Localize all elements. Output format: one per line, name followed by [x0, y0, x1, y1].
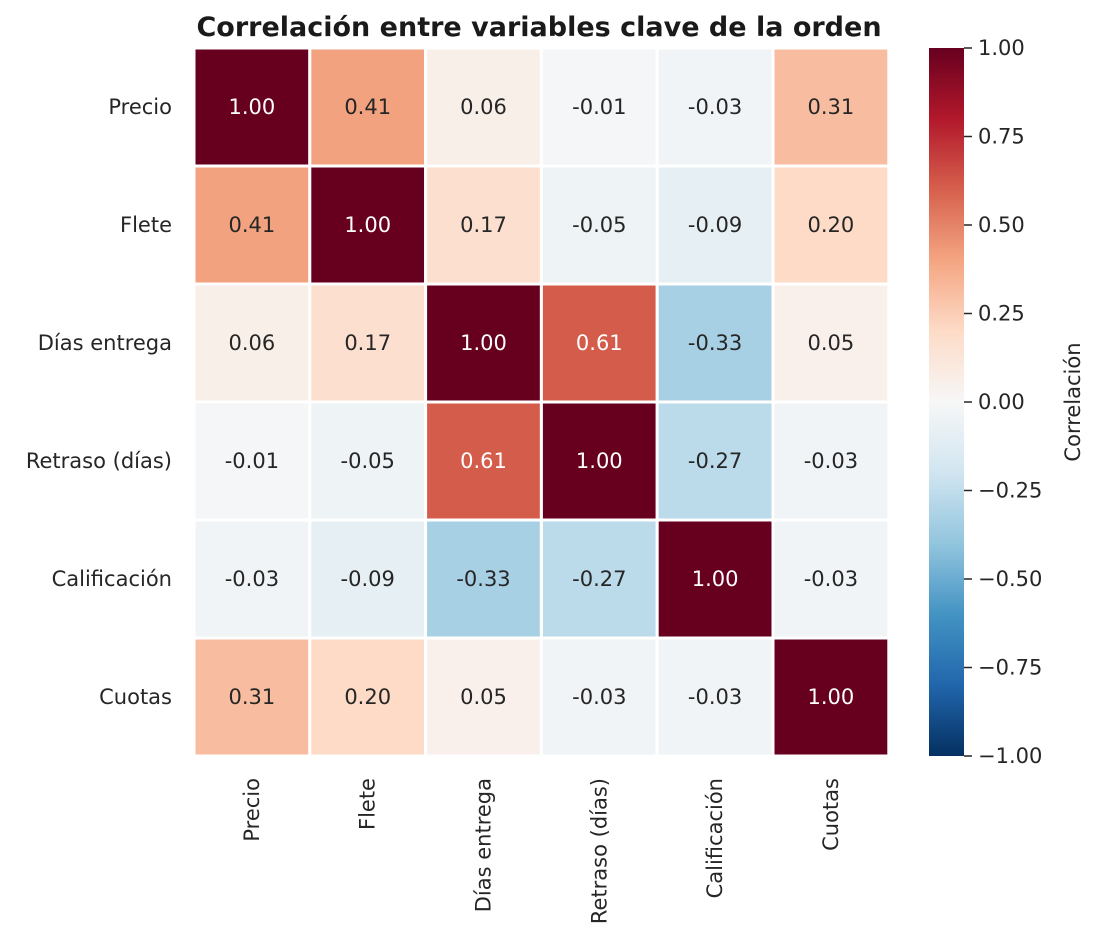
- cell-value-label: -0.03: [804, 567, 858, 591]
- cell-value-label: -0.01: [572, 95, 626, 119]
- cell-value-label: 1.00: [344, 213, 391, 237]
- column-tick-label: Cuotas: [819, 778, 843, 851]
- cell-value-label: 0.17: [460, 213, 507, 237]
- column-tick-label: Días entrega: [472, 778, 496, 912]
- cell-value-label: -0.27: [688, 449, 742, 473]
- cell-value-label: -0.03: [688, 685, 742, 709]
- cell-value-label: -0.09: [341, 567, 395, 591]
- cell-value-label: 1.00: [692, 567, 739, 591]
- heatmap-cell: [424, 518, 543, 640]
- cell-value-label: 1.00: [460, 331, 507, 355]
- colorbar-gradient: [929, 48, 964, 756]
- cell-value-label: 0.41: [229, 213, 276, 237]
- heatmap-cell: [771, 400, 891, 522]
- heatmap-cell: [771, 282, 891, 404]
- colorbar-tick-label: 0.25: [978, 302, 1025, 326]
- row-tick-label: Retraso (días): [26, 449, 172, 473]
- row-tick-label: Flete: [120, 213, 172, 237]
- cell-value-label: 0.31: [229, 685, 276, 709]
- colorbar-tick-label: 1.00: [978, 36, 1025, 60]
- cell-value-label: -0.03: [688, 95, 742, 119]
- heatmap-cell: [655, 400, 775, 522]
- column-tick-label: Precio: [240, 778, 264, 842]
- cell-value-label: 0.61: [576, 331, 623, 355]
- cell-value-label: -0.33: [688, 331, 742, 355]
- cell-value-label: -0.09: [688, 213, 742, 237]
- heatmap-cell: [539, 164, 659, 286]
- row-tick-label: Cuotas: [99, 685, 172, 709]
- cell-value-label: 0.06: [460, 95, 507, 119]
- row-tick-label: Días entrega: [38, 331, 172, 355]
- heatmap-cell: [192, 636, 312, 758]
- colorbar-tick-label: −0.50: [978, 567, 1042, 591]
- colorbar-tick-label: 0.75: [978, 125, 1025, 149]
- heatmap-cells: 1.00 0.41 0.06 -0.01 -0.03 0.31 0.41 1.00 0.17 -0…: [192, 46, 891, 758]
- heatmap-cell: [539, 282, 659, 404]
- cell-value-label: -0.05: [572, 213, 626, 237]
- cell-value-label: -0.03: [572, 685, 626, 709]
- row-tick-label: Calificación: [52, 567, 172, 591]
- heatmap-cell: [308, 400, 428, 522]
- colorbar-tick-label: −1.00: [978, 744, 1042, 768]
- cell-value-label: 1.00: [576, 449, 623, 473]
- cell-value-label: 0.61: [460, 449, 507, 473]
- cell-value-label: 1.00: [229, 95, 276, 119]
- heatmap-cell: [771, 636, 891, 758]
- column-tick-label: Flete: [356, 778, 380, 830]
- heatmap-cell: [655, 636, 775, 758]
- cell-value-label: 0.17: [344, 331, 391, 355]
- colorbar-tick-label: −0.75: [978, 656, 1042, 680]
- heatmap-cell: [539, 400, 659, 522]
- heatmap-cell: [771, 46, 891, 168]
- column-tick-label: Calificación: [703, 778, 727, 898]
- heatmap-cell: [655, 518, 775, 640]
- cell-value-label: -0.27: [572, 567, 626, 591]
- cell-value-label: 0.20: [808, 213, 855, 237]
- cell-value-label: 0.05: [460, 685, 507, 709]
- cell-value-label: -0.33: [456, 567, 510, 591]
- column-tick-label: Retraso (días): [587, 778, 611, 924]
- heatmap-cell: [771, 518, 891, 640]
- heatmap-cell: [308, 164, 428, 286]
- heatmap-cell: [539, 518, 659, 640]
- colorbar-tick-label: −0.25: [978, 479, 1042, 503]
- cell-value-label: -0.03: [804, 449, 858, 473]
- colorbar-label: Correlación: [1061, 342, 1085, 461]
- cell-value-label: 1.00: [808, 685, 855, 709]
- colorbar-tick-label: 0.00: [978, 390, 1025, 414]
- row-tick-label: Precio: [108, 95, 172, 119]
- heatmap-cell: [308, 46, 428, 168]
- cell-value-label: 0.41: [344, 95, 391, 119]
- colorbar: 1.00 0.75 0.50 0.25 0.00 −0.25 −0.50 −0.75 −1.00…: [929, 36, 1085, 768]
- cell-value-label: -0.03: [225, 567, 279, 591]
- cell-value-label: -0.05: [341, 449, 395, 473]
- heatmap-cell: [192, 46, 312, 168]
- chart-title: Correlación entre variables clave de la …: [196, 12, 881, 43]
- heatmap-cell: [308, 282, 428, 404]
- heatmap-cell: [655, 282, 775, 404]
- column-tick-labels: Precio Flete Días entrega Retraso (días) Cal…: [240, 778, 843, 924]
- heatmap-cell: [771, 164, 891, 286]
- cell-value-label: -0.01: [225, 449, 279, 473]
- cell-value-label: 0.05: [808, 331, 855, 355]
- cell-value-label: 0.06: [229, 331, 276, 355]
- heatmap-cell: [539, 636, 659, 758]
- heatmap-cell: [192, 400, 312, 522]
- heatmap-cell: [424, 400, 543, 522]
- colorbar-tick-label: 0.50: [978, 213, 1025, 237]
- row-tick-labels: Precio Flete Días entrega Retraso (días) Cal…: [26, 95, 172, 709]
- cell-value-label: 0.20: [344, 685, 391, 709]
- cell-value-label: 0.31: [808, 95, 855, 119]
